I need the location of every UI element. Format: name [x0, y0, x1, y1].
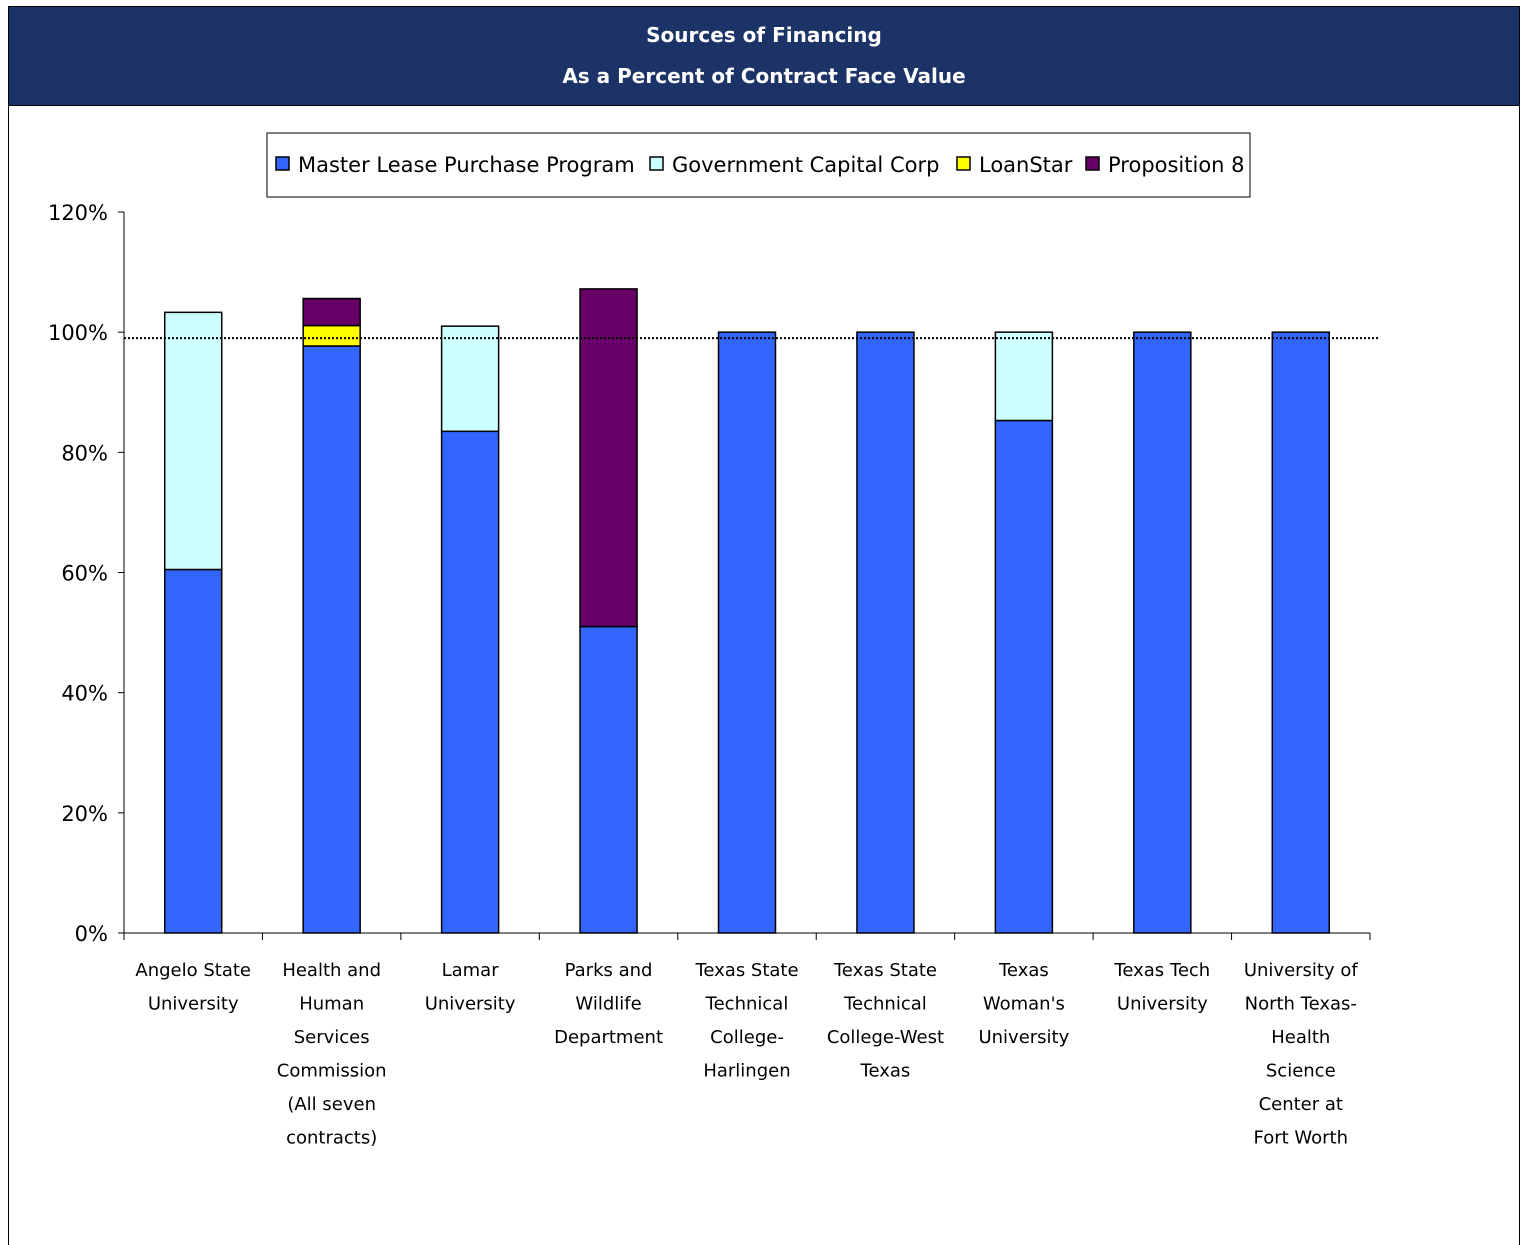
bar-segment: [856, 331, 915, 934]
bar-segment: [994, 419, 1054, 934]
y-tick-label: 120%: [48, 201, 108, 225]
y-tick-label: 40%: [61, 682, 108, 706]
legend-label: Proposition 8: [1108, 153, 1245, 177]
bar-segment: [302, 297, 361, 327]
y-tick-label: 100%: [48, 321, 108, 345]
bar-segment: [579, 625, 638, 934]
legend-label: Master Lease Purchase Program: [298, 153, 635, 177]
y-tick-label: 60%: [61, 562, 108, 586]
bar-segment: [163, 311, 223, 571]
bar-segment: [994, 331, 1054, 422]
x-tick-label: Texas Tech University: [1113, 960, 1210, 1015]
legend-label: LoanStar: [979, 153, 1073, 177]
y-tick-label: 80%: [61, 441, 108, 465]
x-tick-label: Parks and Wildlife Department: [554, 960, 663, 1048]
y-tick-label: 20%: [61, 802, 108, 826]
chart-title: Sources of Financing: [646, 23, 882, 47]
legend-label: Government Capital Corp: [672, 153, 939, 177]
bar-segment: [440, 430, 500, 934]
x-tick-label: Angelo State University: [135, 960, 251, 1015]
bar-segment: [1271, 331, 1331, 934]
bar-segment: [717, 331, 777, 934]
bar-segment: [163, 568, 223, 934]
legend-swatch: [956, 156, 971, 171]
legend-swatch: [649, 156, 664, 171]
x-tick-label: Health and Human Services Commission (All se…: [277, 960, 387, 1149]
chart-subtitle: As a Percent of Contract Face Value: [562, 64, 966, 88]
x-tick-label: Lamar University: [425, 960, 516, 1015]
bar-segment: [1133, 331, 1192, 934]
legend-swatch: [275, 156, 290, 171]
x-tick-label: Texas State Technical College-West Texas: [827, 960, 944, 1082]
x-tick-label: Texas State Technical College-Harlingen: [694, 960, 798, 1082]
x-tick-label: University of North Texas-Health Science Ce…: [1244, 960, 1359, 1149]
x-tick-label: Texas Woman's University: [978, 960, 1069, 1048]
y-tick-label: 0%: [75, 922, 108, 946]
bar-segment: [302, 324, 361, 347]
chart-frame: Sources of Financing As a Percent of Con…: [8, 6, 1520, 1245]
legend-swatch: [1085, 156, 1100, 171]
bar-segment: [302, 345, 361, 934]
bar-segment: [440, 325, 500, 433]
chart-header: Sources of Financing As a Percent of Con…: [9, 7, 1519, 106]
bar-segment: [579, 288, 638, 628]
